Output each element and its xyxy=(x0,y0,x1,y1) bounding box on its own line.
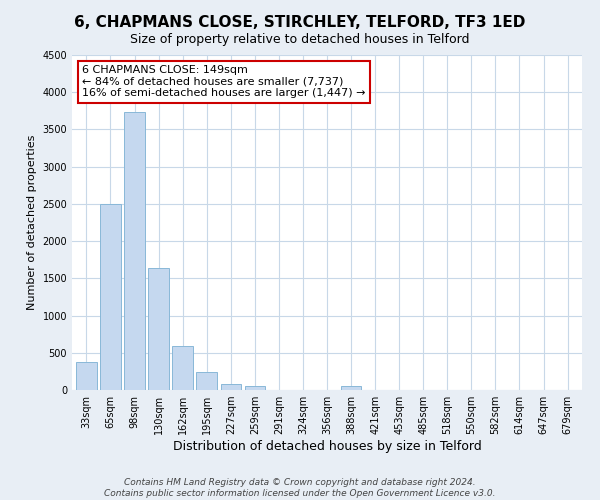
Bar xyxy=(76,362,97,390)
Bar xyxy=(148,268,169,390)
Text: 6 CHAPMANS CLOSE: 149sqm
← 84% of detached houses are smaller (7,737)
16% of sem: 6 CHAPMANS CLOSE: 149sqm ← 84% of detach… xyxy=(82,65,366,98)
Bar xyxy=(196,372,217,390)
Bar xyxy=(172,346,193,390)
Bar xyxy=(100,204,121,390)
Bar xyxy=(245,386,265,390)
Y-axis label: Number of detached properties: Number of detached properties xyxy=(27,135,37,310)
Bar xyxy=(341,386,361,390)
X-axis label: Distribution of detached houses by size in Telford: Distribution of detached houses by size … xyxy=(173,440,481,453)
Bar xyxy=(221,384,241,390)
Bar xyxy=(124,112,145,390)
Text: Size of property relative to detached houses in Telford: Size of property relative to detached ho… xyxy=(130,32,470,46)
Text: Contains HM Land Registry data © Crown copyright and database right 2024.
Contai: Contains HM Land Registry data © Crown c… xyxy=(104,478,496,498)
Text: 6, CHAPMANS CLOSE, STIRCHLEY, TELFORD, TF3 1ED: 6, CHAPMANS CLOSE, STIRCHLEY, TELFORD, T… xyxy=(74,15,526,30)
